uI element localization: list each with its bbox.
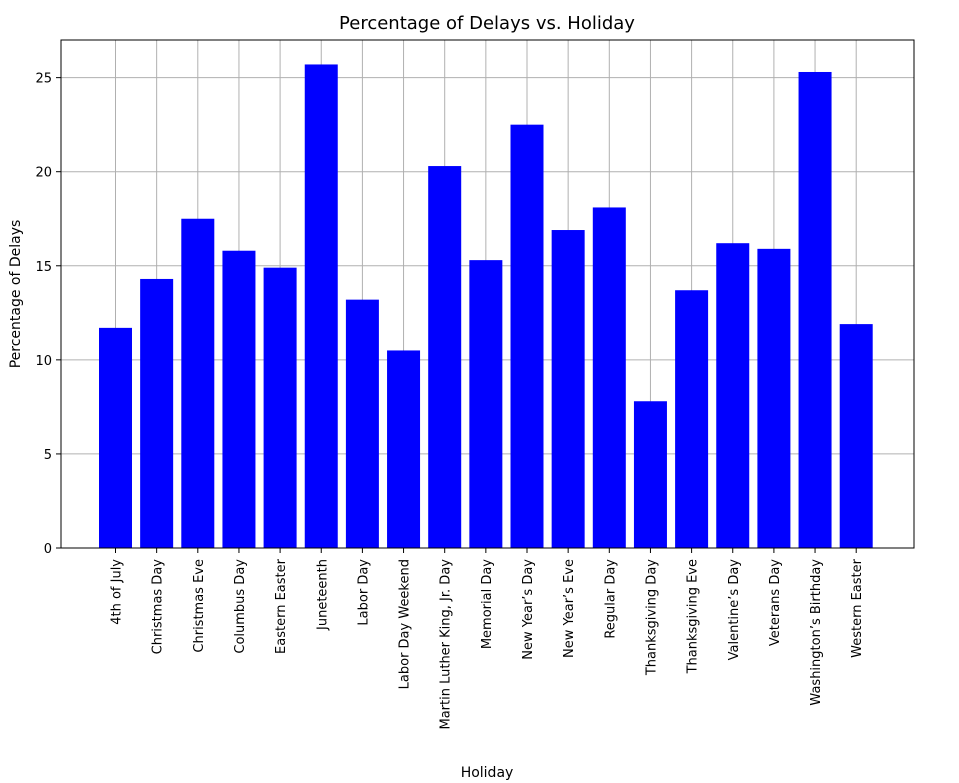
y-tick-label: 5: [44, 448, 52, 463]
bar: [469, 260, 503, 548]
bar: [99, 327, 132, 548]
bar: [222, 250, 256, 548]
x-tick-label: Valentine’s Day: [727, 559, 742, 661]
y-tick-label: 10: [35, 354, 52, 369]
x-tick-label: Christmas Day: [151, 559, 166, 655]
y-tick-label: 0: [44, 542, 52, 557]
bar: [551, 230, 585, 548]
x-tick-label: Thanksgiving Day: [644, 559, 659, 676]
bar: [140, 278, 174, 548]
ticks-layer: 0 5 10 15 20 25 4th of July Christmas Day Christ…: [35, 72, 865, 730]
x-tick-label: Regular Day: [603, 559, 618, 639]
x-tick-label: Labor Day: [356, 559, 371, 626]
x-tick-label: Western Easter: [850, 558, 865, 657]
bar: [798, 71, 832, 549]
x-tick-label: Christmas Eve: [192, 559, 207, 653]
x-tick-label: Martin Luther King, Jr. Day: [439, 559, 454, 730]
chart-title: Percentage of Delays vs. Holiday: [339, 13, 635, 34]
bar: [181, 218, 215, 549]
y-tick-label: 15: [35, 260, 52, 275]
bar: [304, 64, 338, 548]
bars-layer: [99, 64, 873, 549]
x-tick-label: Juneteenth: [315, 559, 330, 631]
bar: [263, 267, 297, 548]
x-tick-label: Thanksgiving Eve: [686, 559, 701, 674]
bar: [839, 324, 873, 548]
x-tick-label: Eastern Easter: [274, 558, 289, 654]
bar: [633, 401, 667, 548]
x-tick-label: New Year’s Day: [521, 559, 536, 660]
y-axis-label: Percentage of Delays: [8, 220, 24, 369]
x-tick-label: Memorial Day: [480, 559, 495, 649]
x-axis-label: Holiday: [461, 765, 514, 781]
plot-frame: [60, 39, 915, 549]
y-tick-label: 25: [35, 72, 52, 87]
x-tick-label: Washington’s Birthday: [809, 559, 824, 706]
bar: [510, 124, 544, 549]
bar: [675, 290, 709, 548]
x-tick-label: Veterans Day: [768, 559, 783, 646]
x-tick-label: Labor Day Weekend: [398, 559, 413, 689]
bar: [428, 166, 462, 548]
bar: [757, 248, 791, 548]
x-tick-label: 4th of July: [110, 559, 125, 625]
x-tick-label: New Year’s Eve: [562, 559, 577, 658]
bar: [345, 299, 379, 548]
x-tick-label: Columbus Day: [233, 559, 248, 654]
bar: [592, 207, 626, 549]
bar: [716, 243, 750, 548]
bar: [387, 350, 421, 548]
y-tick-label: 20: [35, 166, 52, 181]
